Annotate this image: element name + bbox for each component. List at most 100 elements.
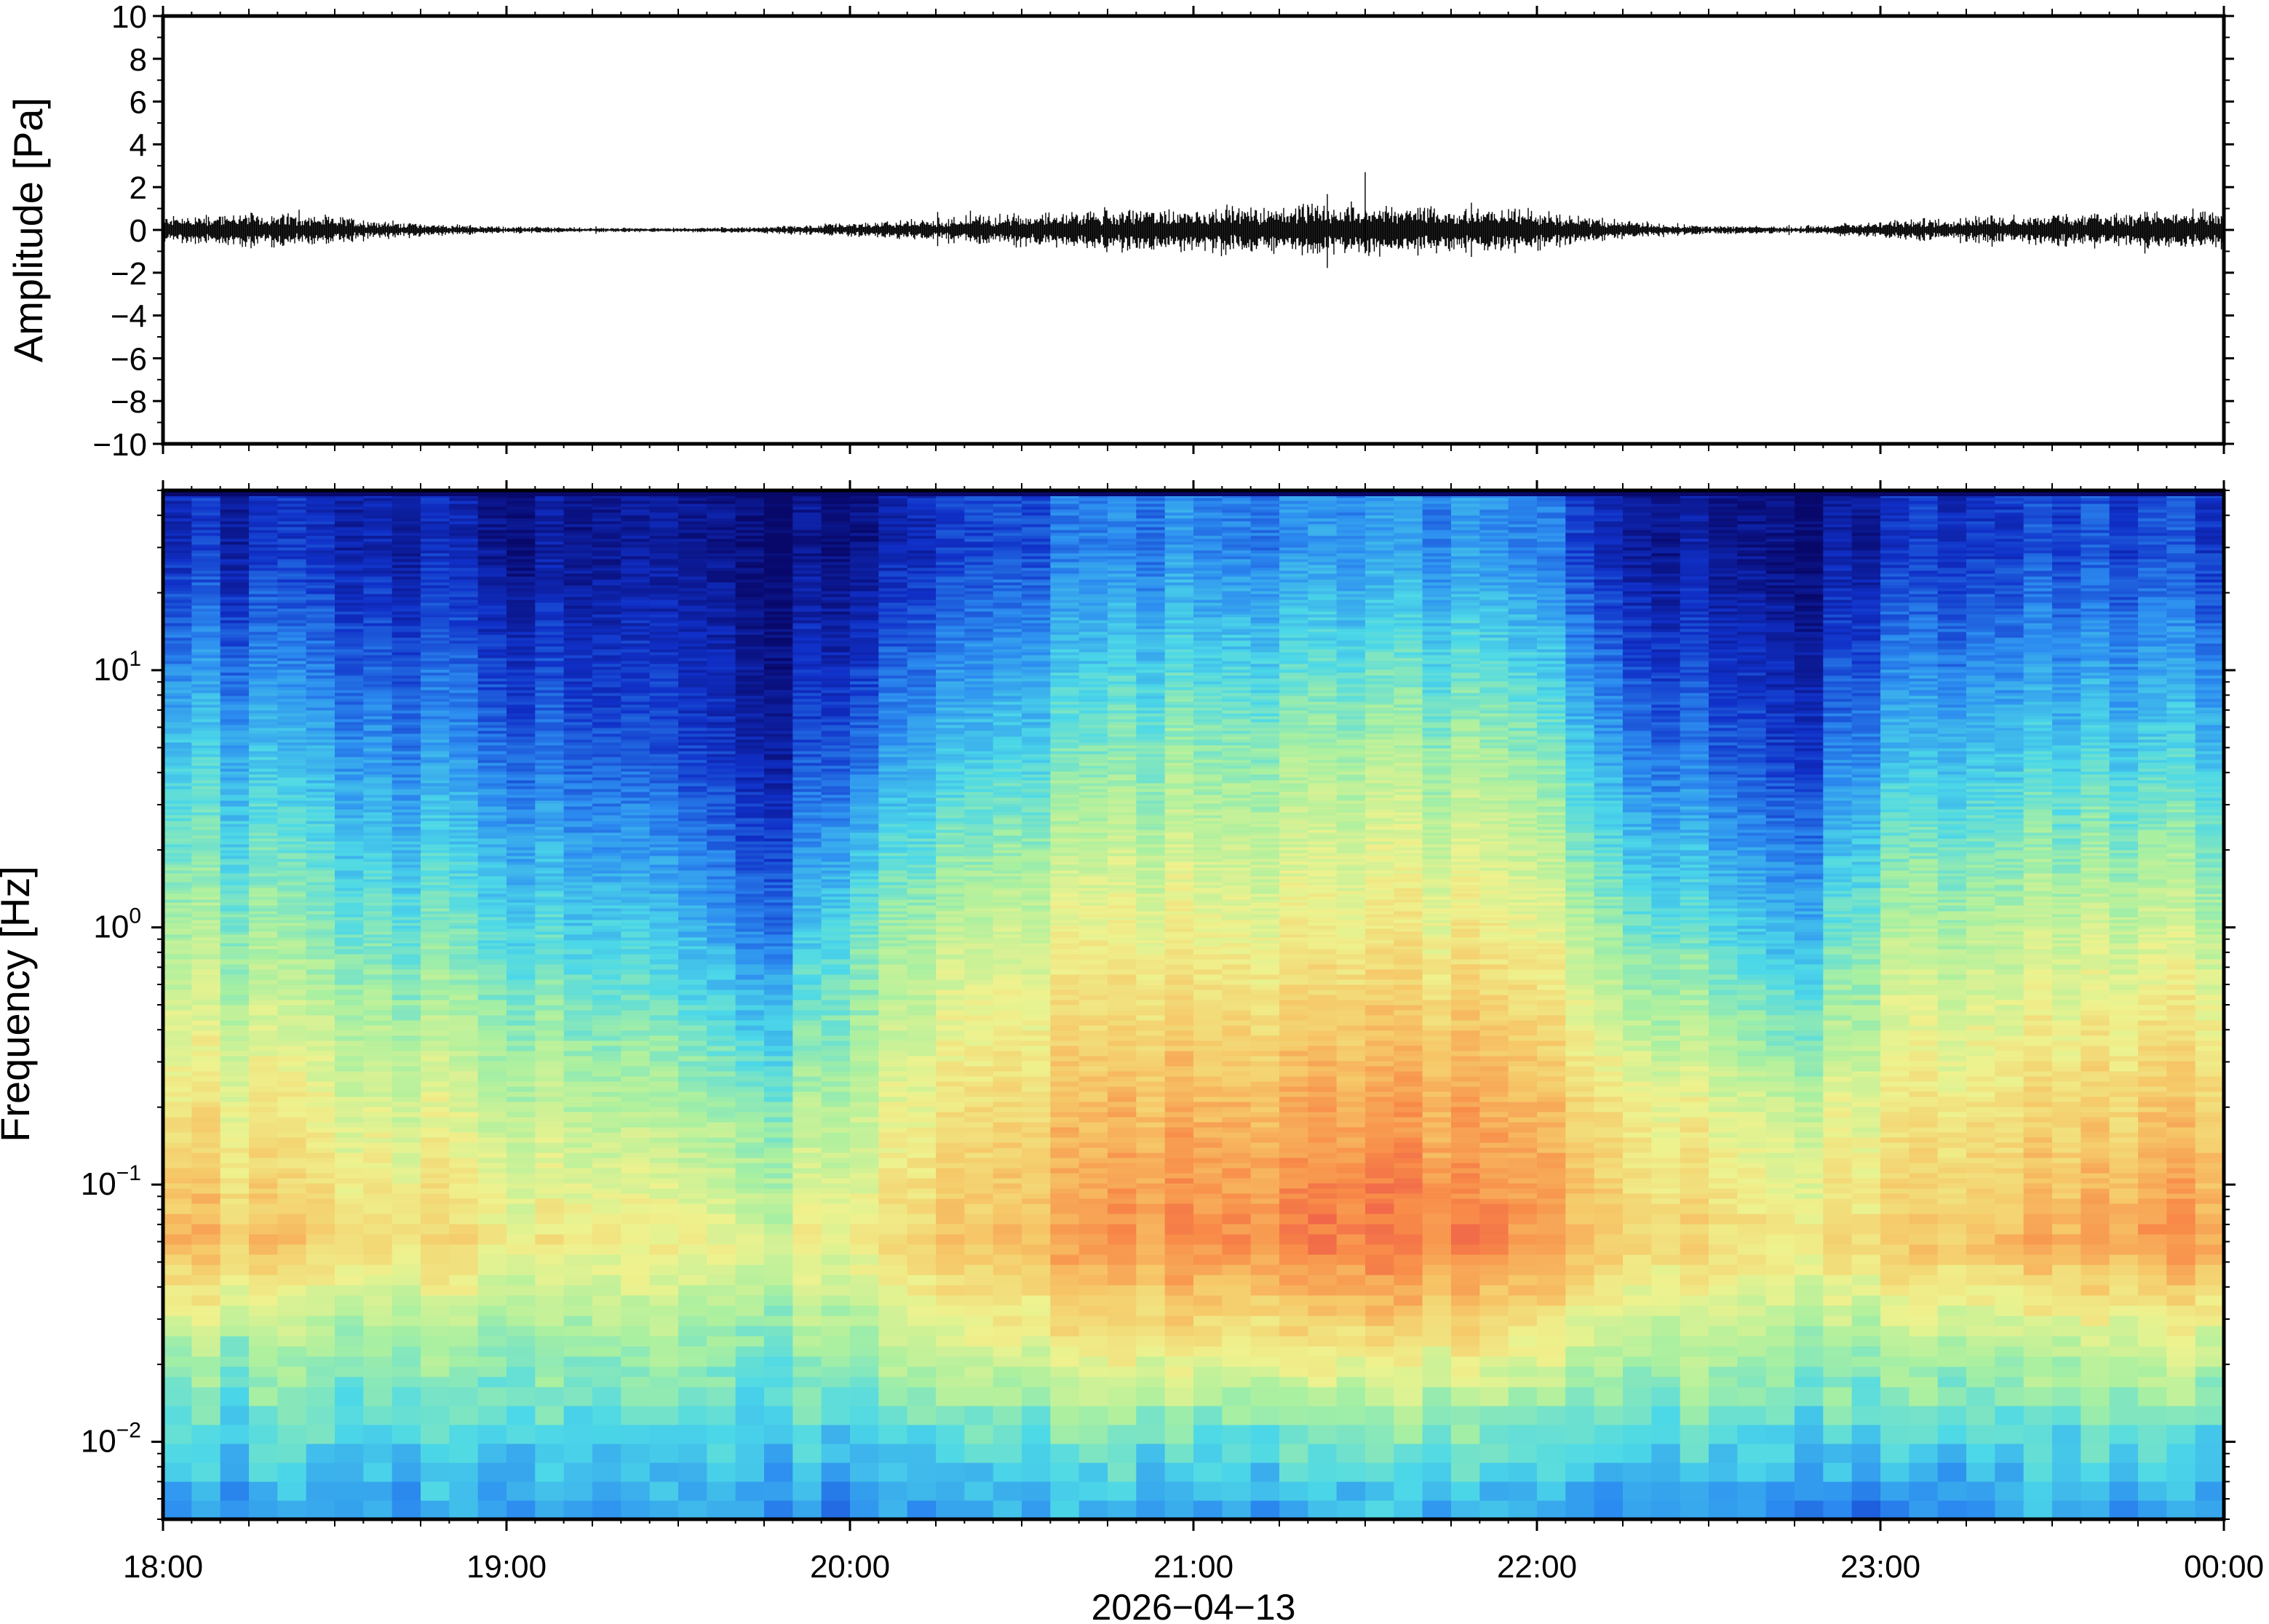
spectrogram-cell bbox=[421, 637, 450, 641]
spectrogram-cell bbox=[191, 690, 221, 693]
spectrogram-cell bbox=[421, 1107, 450, 1112]
spectrogram-cell bbox=[477, 1444, 507, 1463]
spectrogram-cell bbox=[735, 1224, 765, 1235]
spectrogram-cell bbox=[477, 990, 507, 995]
spectrogram-cell bbox=[421, 1096, 450, 1102]
spectrogram-cell bbox=[163, 783, 192, 787]
spectrogram-cell bbox=[506, 864, 536, 868]
spectrogram-cell bbox=[678, 1035, 707, 1041]
spectrogram-cell bbox=[163, 742, 192, 746]
spectrogram-cell bbox=[220, 786, 250, 789]
spectrogram-cell bbox=[277, 844, 307, 848]
spectrogram-cell bbox=[277, 541, 307, 545]
spectrogram-cell bbox=[421, 847, 450, 851]
spectrogram-cell bbox=[649, 1107, 679, 1112]
spectrogram-cell bbox=[563, 643, 593, 647]
spectrogram-cell bbox=[277, 1142, 307, 1148]
spectrogram-cell bbox=[249, 940, 278, 944]
spectrogram-cell bbox=[163, 646, 192, 650]
spectrogram-cell bbox=[277, 544, 307, 548]
spectrogram-cell bbox=[477, 829, 507, 833]
spectrogram-cell bbox=[220, 672, 250, 676]
spectrogram-cell bbox=[678, 503, 707, 507]
spectrogram-cell bbox=[678, 754, 707, 757]
spectrogram-cell bbox=[535, 1107, 565, 1112]
spectrogram-cell bbox=[449, 1153, 479, 1158]
spectrogram-cell bbox=[191, 803, 221, 807]
spectrogram-cell bbox=[563, 1035, 593, 1041]
spectrogram-cell bbox=[363, 1481, 393, 1501]
spectrogram-cell bbox=[392, 1346, 421, 1357]
spectrogram-cell bbox=[335, 850, 364, 853]
spectrogram-cell bbox=[421, 777, 450, 781]
spectrogram-cell bbox=[392, 728, 421, 731]
spectrogram-cell bbox=[363, 920, 393, 923]
spectrogram-cell bbox=[592, 1056, 621, 1062]
spectrogram-cell bbox=[477, 1102, 507, 1107]
spectrogram-cell bbox=[421, 1056, 450, 1062]
spectrogram-cell bbox=[249, 879, 278, 883]
spectrogram-cell bbox=[277, 1178, 307, 1184]
spectrogram-cell bbox=[592, 760, 621, 763]
spectrogram-cell bbox=[191, 704, 221, 708]
spectrogram-cell bbox=[678, 902, 707, 906]
spectrogram-cell bbox=[649, 1137, 679, 1143]
spectrogram-cell bbox=[649, 990, 679, 995]
spectrogram-cell bbox=[220, 777, 250, 781]
spectrogram-cell bbox=[163, 1127, 192, 1133]
spectrogram-cell bbox=[163, 1481, 192, 1501]
spectrogram-cell bbox=[621, 713, 651, 717]
spectrogram-cell bbox=[306, 559, 335, 562]
spectrogram-cell bbox=[306, 1275, 335, 1286]
spectrogram-cell bbox=[335, 765, 364, 769]
spectrogram-cell bbox=[249, 1234, 278, 1245]
spectrogram-cell bbox=[335, 509, 364, 513]
spectrogram-cell bbox=[592, 678, 621, 682]
spectrogram-cell bbox=[449, 1481, 479, 1501]
spectrogram-cell bbox=[363, 1356, 393, 1367]
spectrogram-cell bbox=[563, 1107, 593, 1112]
spectrogram-cell bbox=[220, 885, 250, 888]
spectrogram-cell bbox=[163, 553, 192, 557]
spectrogram-cell bbox=[477, 562, 507, 565]
spectrogram-cell bbox=[306, 861, 335, 865]
spectrogram-cell bbox=[306, 1193, 335, 1199]
spectrogram-cell bbox=[621, 1086, 651, 1092]
spectrogram-cell bbox=[563, 751, 593, 755]
spectrogram-cell bbox=[563, 634, 593, 638]
spectrogram-cell bbox=[249, 891, 278, 894]
spectrogram-cell bbox=[621, 1425, 651, 1444]
spectrogram-cell bbox=[220, 1173, 250, 1179]
spectrogram-cell bbox=[592, 559, 621, 562]
spectrogram-cell bbox=[163, 1265, 192, 1275]
spectrogram-cell bbox=[277, 899, 307, 903]
spectrogram-cell bbox=[649, 943, 679, 947]
spectrogram-cell bbox=[535, 742, 565, 746]
spectrogram-cell bbox=[649, 710, 679, 714]
spectrogram-cell bbox=[335, 678, 364, 682]
spectrogram-cell bbox=[220, 1163, 250, 1169]
spectrogram-cell bbox=[392, 751, 421, 755]
spectrogram-cell bbox=[707, 521, 736, 525]
spectrogram-cell bbox=[506, 719, 536, 723]
spectrogram-cell bbox=[363, 579, 393, 583]
spectrogram-cell bbox=[249, 899, 278, 903]
spectrogram-cell bbox=[220, 1336, 250, 1347]
spectrogram-cell bbox=[592, 815, 621, 819]
spectrogram-cell bbox=[220, 684, 250, 688]
spectrogram-cell bbox=[421, 512, 450, 516]
spectrogram-cell bbox=[392, 1183, 421, 1189]
spectrogram-cell bbox=[535, 1142, 565, 1148]
spectrogram-cell bbox=[363, 1025, 393, 1031]
spectrogram-cell bbox=[163, 867, 192, 871]
spectrogram-cell bbox=[449, 597, 479, 600]
spectrogram-cell bbox=[306, 623, 335, 626]
spectrogram-cell bbox=[220, 690, 250, 693]
spectrogram-cell bbox=[678, 1107, 707, 1112]
spectrogram-cell bbox=[363, 498, 393, 501]
spectrogram-cell bbox=[707, 1481, 736, 1501]
spectrogram-cell bbox=[421, 538, 450, 542]
spectrogram-cell bbox=[592, 614, 621, 618]
spectrogram-cell bbox=[163, 501, 192, 504]
spectrogram-cell bbox=[477, 835, 507, 839]
